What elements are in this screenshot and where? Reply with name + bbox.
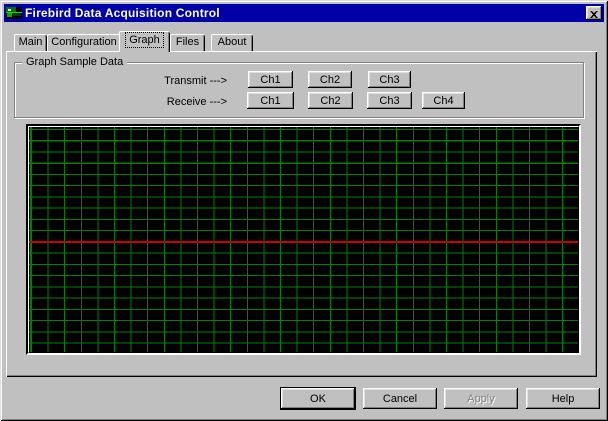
transmit-ch3-button[interactable]: Ch3: [368, 71, 411, 88]
tab-about-label: About: [217, 36, 247, 48]
graph-display-frame: [26, 124, 581, 355]
transmit-ch1-button[interactable]: Ch1: [248, 71, 293, 88]
app-icon: [6, 6, 22, 20]
transmit-label: Transmit --->: [164, 75, 227, 87]
receive-ch1-button[interactable]: Ch1: [247, 92, 294, 109]
graph-display: [29, 127, 578, 352]
receive-ch4-button[interactable]: Ch4: [422, 92, 465, 109]
transmit-ch2-button[interactable]: Ch2: [308, 71, 352, 88]
tab-graph-label: Graph: [125, 32, 164, 48]
tab-graph[interactable]: Graph: [119, 31, 170, 52]
close-button[interactable]: [586, 6, 602, 20]
tab-configuration-label: Configuration: [51, 36, 117, 48]
receive-ch2-button[interactable]: Ch2: [308, 92, 353, 109]
tab-main-label: Main: [18, 36, 43, 48]
cancel-button[interactable]: Cancel: [363, 388, 437, 409]
tab-files[interactable]: Files: [170, 34, 205, 51]
receive-label: Receive --->: [166, 96, 227, 108]
ok-button[interactable]: OK: [281, 388, 355, 409]
graph-marker-line: [29, 241, 578, 243]
graph-sample-data-group: Graph Sample Data: [14, 56, 584, 118]
help-button[interactable]: Help: [526, 388, 600, 409]
close-icon: [590, 6, 598, 21]
tab-configuration[interactable]: Configuration: [47, 34, 121, 51]
groupbox-label: Graph Sample Data: [22, 56, 128, 68]
title-bar[interactable]: Firebird Data Acquisition Control: [4, 4, 604, 22]
receive-ch3-button[interactable]: Ch3: [367, 92, 412, 109]
apply-button: Apply: [444, 388, 518, 409]
tab-main[interactable]: Main: [14, 34, 47, 51]
tab-files-label: Files: [175, 36, 200, 48]
tab-about[interactable]: About: [211, 34, 253, 51]
window-title: Firebird Data Acquisition Control: [25, 6, 220, 20]
